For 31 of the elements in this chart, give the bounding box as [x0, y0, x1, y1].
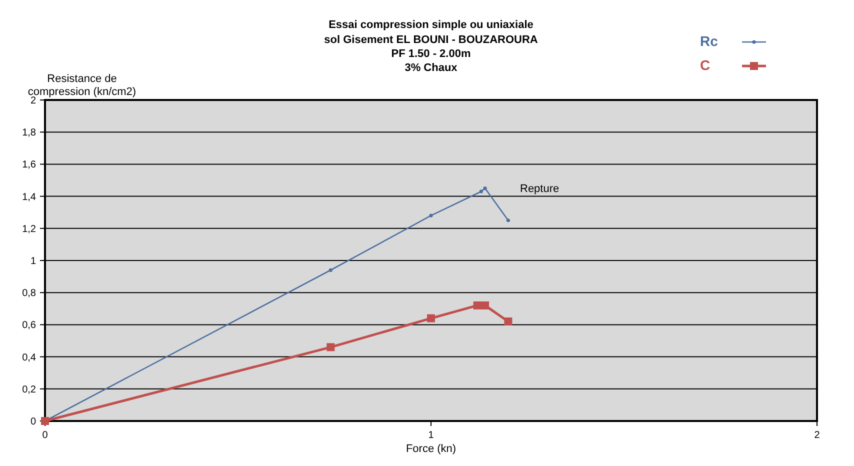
point	[481, 301, 490, 310]
point	[473, 301, 482, 310]
y-tick-label: 1,8	[22, 128, 36, 139]
y-tick-label: 1,4	[22, 192, 36, 203]
point	[328, 268, 332, 272]
y-tick-label: 0,6	[22, 320, 36, 332]
point	[483, 186, 487, 190]
y-tick-label: 2	[30, 96, 36, 106]
y-tick-label: 1,2	[22, 224, 36, 235]
legend-label: C	[700, 57, 710, 73]
x-axis-title: Force (kn)	[406, 443, 456, 455]
y-axis-title: Resistance de compression (kn/cm2)	[28, 73, 136, 98]
x-tick-label: 1	[428, 430, 434, 441]
y-tick-label: 1	[30, 256, 36, 267]
x-tick-label: 0	[42, 430, 48, 441]
x-tick-label: 2	[814, 430, 820, 441]
point	[326, 343, 335, 352]
annotation: Repture	[520, 183, 560, 195]
chart-subtitle: sol Gisement EL BOUNI - BOUZAROURA PF 1.50 - 2.00m 3% Chaux	[324, 34, 538, 74]
point	[506, 218, 510, 222]
legend-label: Rc	[700, 33, 718, 49]
point	[429, 214, 433, 218]
y-tick-label: 0	[30, 416, 36, 428]
y-tick-label: 0,2	[22, 384, 36, 396]
y-tick-label: 1,6	[22, 160, 36, 171]
y-tick-label: 0,4	[22, 352, 36, 364]
y-tick-label: 0,8	[22, 288, 36, 300]
point	[504, 317, 512, 326]
point	[427, 314, 435, 322]
chart-title: Essai compression simple ou uniaxiale	[328, 19, 534, 31]
point	[479, 190, 483, 194]
